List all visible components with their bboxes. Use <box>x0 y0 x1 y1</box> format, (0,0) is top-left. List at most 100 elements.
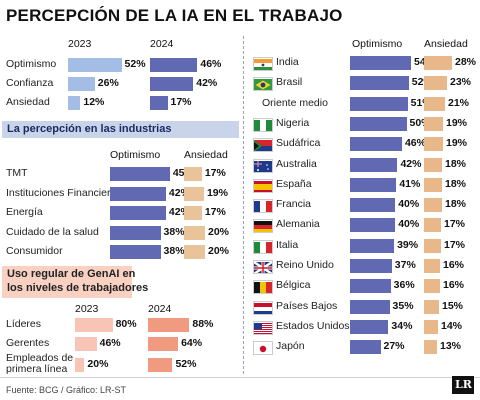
value-label-2023: 26% <box>97 77 119 89</box>
col-header-optimismo-ind: Optimismo <box>110 149 161 161</box>
germany-flag <box>253 219 273 234</box>
industries-section-band: La percepción en las industrias <box>2 121 239 138</box>
industries-section-title: La percepción en las industrias <box>7 123 172 135</box>
bar-country-optimismo <box>350 198 396 213</box>
bar-optimismo <box>110 186 166 201</box>
value-label-country-optimismo: 42% <box>400 157 422 170</box>
value-label-genai-2024: 88% <box>192 318 214 330</box>
bar-country-optimismo <box>350 116 407 131</box>
value-label-country-ansiedad: 16% <box>443 259 465 271</box>
value-label-country-ansiedad: 15% <box>442 299 464 312</box>
worker-level-label-line1: Empleados de <box>6 352 74 364</box>
value-label-ansiedad: 20% <box>208 245 230 257</box>
page-title: PERCEPCIÓN DE LA IA EN EL TRABAJO <box>6 6 343 25</box>
worker-level-label: Gerentes <box>6 337 50 349</box>
country-label: Bélgica <box>276 279 311 292</box>
country-label: Italia <box>276 238 299 251</box>
industry-label: TMT <box>6 167 28 179</box>
bar-2024 <box>150 58 198 72</box>
bar-country-ansiedad <box>424 319 438 334</box>
value-label-2024: 42% <box>196 77 218 89</box>
japan-flag <box>253 341 273 356</box>
lr-logo: LR <box>452 376 474 394</box>
india-flag <box>253 57 273 71</box>
value-label-country-ansiedad: 17% <box>444 218 466 231</box>
value-label-country-ansiedad: 13% <box>440 340 462 353</box>
genai-section-title-line1: Uso regular de GenAI en <box>7 268 136 280</box>
value-label-country-optimismo: 37% <box>394 259 416 271</box>
value-label-country-ansiedad: 19% <box>446 116 468 129</box>
lr-logo-text: LR <box>455 378 472 391</box>
genai-section-title-line2: los niveles de trabajadores <box>7 282 149 294</box>
value-label-2024: 46% <box>200 58 222 70</box>
bar-ansiedad <box>184 225 205 240</box>
bar-ansiedad <box>184 245 205 259</box>
country-label: Oriente medio <box>262 96 328 109</box>
value-label-ansiedad: 20% <box>208 225 230 238</box>
bar-genai-2024 <box>148 318 190 332</box>
worker-level-label: Líderes <box>6 318 42 330</box>
value-label-country-ansiedad: 16% <box>443 279 465 292</box>
industry-label: Consumidor <box>6 245 63 257</box>
bar-country-optimismo <box>350 299 390 314</box>
value-label-ansiedad: 19% <box>206 186 228 199</box>
belgium-flag <box>253 280 273 295</box>
col-header-ansiedad-country: Ansiedad <box>424 38 468 50</box>
bar-genai-2024 <box>148 337 179 351</box>
category-label: Ansiedad <box>6 96 50 108</box>
uk-flag <box>253 260 273 274</box>
value-label-genai-2024: 64% <box>181 337 203 349</box>
bar-genai-2024 <box>148 358 173 372</box>
value-label-genai-2023: 46% <box>99 337 121 349</box>
bar-optimismo <box>110 245 161 259</box>
value-label-country-optimismo: 40% <box>398 198 420 211</box>
bar-country-optimismo <box>350 238 395 253</box>
bar-country-ansiedad <box>424 116 443 131</box>
value-label-country-optimismo: 41% <box>399 177 421 190</box>
value-label-country-ansiedad: 18% <box>445 177 467 190</box>
bar-ansiedad <box>184 167 202 181</box>
bar-country-optimismo <box>350 157 398 172</box>
bar-ansiedad <box>184 186 204 201</box>
bar-country-ansiedad <box>424 299 439 314</box>
bar-country-optimismo <box>350 340 381 355</box>
value-label-country-optimismo: 27% <box>383 340 405 353</box>
bar-ansiedad <box>184 206 202 220</box>
country-label: India <box>276 56 299 68</box>
column-divider <box>243 36 244 374</box>
bar-country-optimismo <box>350 56 412 70</box>
worker-level-label-line2: primera línea <box>6 363 68 375</box>
col-header-2024: 2024 <box>150 38 174 50</box>
value-label-optimismo: 38% <box>163 225 185 238</box>
spain-flag <box>253 178 273 193</box>
category-label: Confianza <box>6 77 54 89</box>
value-label-ansiedad: 17% <box>204 167 226 179</box>
value-label-country-ansiedad: 28% <box>455 56 477 68</box>
nigeria-flag <box>253 117 273 132</box>
col-header-optimismo-country: Optimismo <box>352 38 403 50</box>
value-label-2024: 17% <box>170 96 192 108</box>
south-africa-flag <box>253 138 273 153</box>
value-label-country-ansiedad: 18% <box>445 198 467 211</box>
col-header-ansiedad-ind: Ansiedad <box>184 149 228 161</box>
bar-country-ansiedad <box>424 340 437 355</box>
bar-country-ansiedad <box>424 157 442 172</box>
bar-country-ansiedad <box>424 279 440 294</box>
france-flag <box>253 199 273 214</box>
country-label: Francia <box>276 198 312 211</box>
value-label-country-optimismo: 40% <box>398 218 420 231</box>
bar-2023 <box>68 77 95 91</box>
bar-country-ansiedad <box>424 96 445 111</box>
country-label: Japón <box>276 340 305 353</box>
netherlands-flag <box>253 300 273 315</box>
bar-2023 <box>68 96 81 110</box>
bar-2024 <box>150 96 168 110</box>
value-label-country-ansiedad: 18% <box>445 157 467 170</box>
bar-optimismo <box>110 206 166 220</box>
brazil-flag <box>253 77 273 92</box>
category-label: Optimismo <box>6 58 57 70</box>
country-label: Nigeria <box>276 116 310 129</box>
value-label-2023: 52% <box>124 58 146 70</box>
value-label-genai-2024: 52% <box>175 358 197 370</box>
bar-country-ansiedad <box>424 198 442 213</box>
